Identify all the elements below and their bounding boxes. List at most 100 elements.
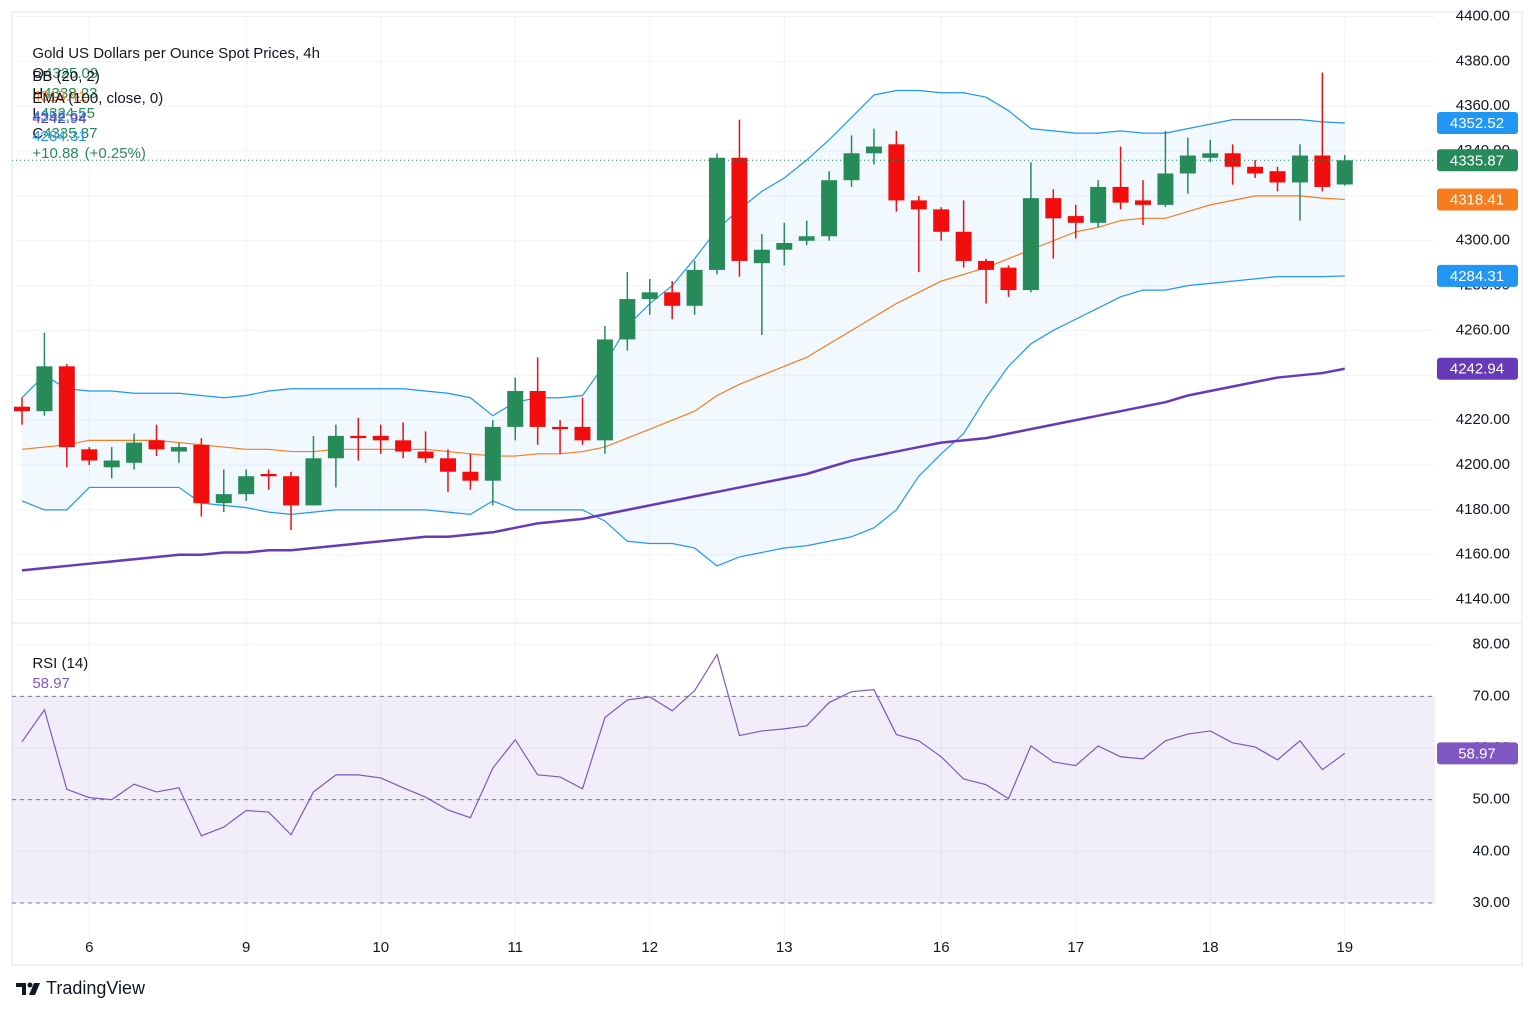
bb-basis [21, 195, 1345, 457]
candle-body [126, 442, 143, 463]
candle-body [1157, 173, 1174, 205]
bb-fill [22, 90, 1345, 566]
candle-body [955, 231, 972, 261]
y-tick-label: 4140.00 [1456, 591, 1510, 608]
ema-value: 4242.94 [32, 110, 87, 127]
candle-body [327, 435, 344, 459]
x-tick-label: 16 [933, 939, 950, 956]
candle-body [1336, 160, 1353, 185]
price-badge-label: 4352.52 [1450, 115, 1504, 132]
candle-body [798, 236, 815, 241]
footer: TradingView [16, 978, 145, 999]
candle-body [283, 476, 300, 506]
y-tick-label: 4360.00 [1456, 97, 1510, 114]
bb-name: BB (20, 2) [32, 68, 100, 85]
rsi-line [21, 653, 1346, 837]
candle-body [1135, 200, 1151, 205]
bb-upper-value: 4352.52 [32, 108, 87, 125]
candle-body [574, 426, 591, 441]
candle-body [821, 180, 838, 237]
price-badge [1437, 188, 1518, 211]
candle-body [596, 339, 613, 441]
price-badge-label: 4335.87 [1450, 152, 1504, 169]
ohlc-value: 4338.23 [43, 85, 98, 102]
legend-ema: EMA (100, close, 0) 4242.94 [24, 69, 169, 129]
candle-body [709, 157, 726, 270]
candle-body [1112, 186, 1129, 203]
x-tick-label: 10 [372, 939, 389, 956]
rsi-name: RSI (14) [32, 655, 89, 672]
x-tick-label: 12 [641, 939, 658, 956]
x-tick-label: 6 [85, 939, 93, 956]
candle-body [1269, 171, 1286, 183]
candle-body [170, 447, 187, 452]
candle-body [36, 366, 53, 412]
y-tick-label: 4400.00 [1456, 7, 1510, 24]
y-tick-label: 80.00 [1472, 636, 1510, 653]
ohlc-letter: O [32, 65, 45, 82]
candle-body [686, 269, 703, 306]
candle-body [462, 471, 479, 481]
bb-lower-value: 4284.31 [32, 128, 87, 145]
ohlc-letter: C [32, 125, 44, 142]
candle-body [395, 440, 412, 452]
y-tick-label: 70.00 [1472, 687, 1510, 704]
x-tick-label: 11 [507, 939, 523, 956]
x-tick-label: 18 [1202, 939, 1219, 956]
x-tick-label: 13 [776, 939, 793, 956]
y-tick-label: 4300.00 [1456, 232, 1510, 249]
x-tick-label: 9 [242, 939, 250, 956]
price-badge [1437, 357, 1518, 380]
candle-body [350, 435, 367, 439]
candle-body [1090, 186, 1107, 223]
bb-upper [21, 89, 1345, 417]
rsi-value: 58.97 [32, 675, 70, 692]
candle-body [1045, 198, 1062, 219]
candle-body [103, 460, 120, 468]
price-badge-label: 4318.41 [1450, 191, 1504, 208]
candle-body [1022, 198, 1039, 291]
candle-body [507, 391, 524, 427]
candle-body [238, 476, 255, 495]
candle-body [81, 449, 98, 461]
candle-body [1000, 267, 1017, 291]
change-pct: (+0.25%) [84, 145, 146, 162]
ema-name: EMA (100, close, 0) [32, 90, 164, 107]
y-tick-label: 40.00 [1472, 842, 1510, 859]
candle-body [484, 426, 501, 481]
logo [16, 982, 40, 995]
candle-body [888, 144, 905, 201]
candle-body [529, 391, 546, 427]
price-badge [1437, 742, 1518, 765]
price-badge-label: 4242.94 [1450, 361, 1504, 378]
candle-body [14, 406, 30, 412]
legend-bb: BB (20, 2) 4318.41 4352.52 4284.31 [24, 47, 106, 147]
candle-body [843, 153, 860, 181]
bb-lower [21, 275, 1345, 567]
candle-body [664, 292, 681, 306]
candle-body [372, 435, 389, 441]
x-tick-label: 17 [1067, 939, 1084, 956]
y-tick-label: 4160.00 [1456, 546, 1510, 563]
ohlc-value: 4324.55 [40, 105, 95, 122]
ohlc-value: 4335.87 [43, 125, 98, 142]
y-tick-label: 4200.00 [1456, 456, 1510, 473]
candle-body [641, 292, 658, 300]
price-badge [1437, 149, 1518, 172]
candle-body [910, 200, 927, 210]
candle-body [305, 458, 322, 506]
change: +10.88 [32, 145, 79, 162]
candle-body [417, 451, 434, 459]
candle-body [58, 366, 75, 448]
legend-main: Gold US Dollars per Ounce Spot Prices, 4… [24, 24, 326, 164]
candle-body [1314, 155, 1331, 187]
candle-body [193, 444, 210, 504]
candle-body [439, 458, 456, 472]
candle-body [1247, 166, 1264, 174]
bb-basis-value: 4318.41 [32, 88, 87, 105]
ohlc-value: 4325.09 [44, 65, 99, 82]
price-badge [1437, 264, 1518, 287]
candle-body [619, 299, 636, 340]
price-badge-label: 4284.31 [1450, 268, 1504, 285]
